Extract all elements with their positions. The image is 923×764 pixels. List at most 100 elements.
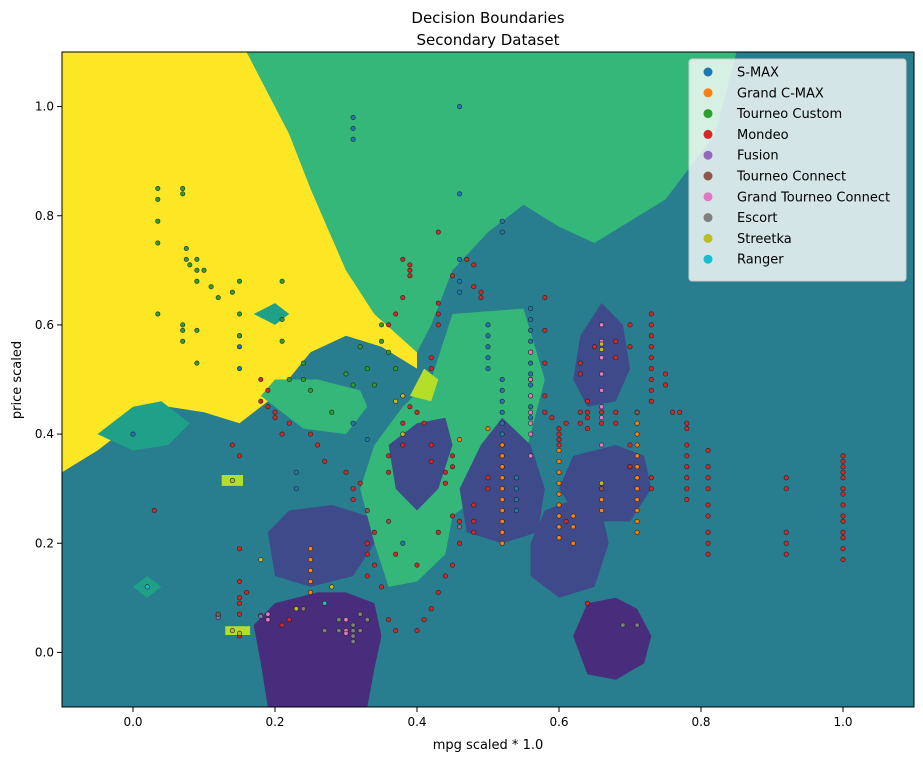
data-point xyxy=(634,464,640,470)
data-point xyxy=(435,322,441,328)
chart-subtitle: Secondary Dataset xyxy=(417,31,560,49)
data-point xyxy=(300,376,306,382)
data-point xyxy=(414,409,420,415)
data-point xyxy=(783,475,789,481)
data-point xyxy=(144,584,150,590)
data-point xyxy=(378,584,384,590)
data-point xyxy=(471,262,477,268)
data-point xyxy=(599,409,605,415)
decision-region-14 xyxy=(573,597,652,680)
data-point xyxy=(229,442,235,448)
data-point xyxy=(400,393,406,399)
data-point xyxy=(265,404,271,410)
data-point xyxy=(237,630,243,636)
data-point xyxy=(513,486,519,492)
data-point xyxy=(155,240,161,246)
data-point xyxy=(613,409,619,415)
data-point xyxy=(371,382,377,388)
data-point xyxy=(457,256,463,262)
data-point xyxy=(307,557,313,563)
data-point xyxy=(528,327,534,333)
data-point xyxy=(364,573,370,579)
data-point xyxy=(485,475,491,481)
data-point xyxy=(840,518,846,524)
data-point xyxy=(556,426,562,432)
data-point xyxy=(343,630,349,636)
data-point xyxy=(591,344,597,350)
y-axis: 0.0 0.2 0.4 0.6 0.8 1.0 xyxy=(35,100,62,659)
data-point xyxy=(556,458,562,464)
data-point xyxy=(599,486,605,492)
data-point xyxy=(400,540,406,546)
data-point xyxy=(783,529,789,535)
data-point xyxy=(307,546,313,552)
data-point xyxy=(307,567,313,573)
data-point xyxy=(428,458,434,464)
data-point xyxy=(513,507,519,513)
data-point xyxy=(705,529,711,535)
data-point xyxy=(457,524,463,530)
series-9 xyxy=(144,584,328,606)
data-point xyxy=(428,366,434,372)
decision-region-9 xyxy=(459,417,545,544)
plot-frame xyxy=(61,51,915,708)
data-point xyxy=(393,628,399,634)
y-tick-label: 0.8 xyxy=(35,209,54,223)
data-point xyxy=(258,398,264,404)
data-point xyxy=(237,344,243,350)
data-point xyxy=(272,415,278,421)
data-point xyxy=(350,486,356,492)
data-point xyxy=(329,584,335,590)
data-point xyxy=(556,524,562,530)
data-point xyxy=(407,262,413,268)
data-point xyxy=(315,442,321,448)
data-point xyxy=(648,311,654,317)
legend-box xyxy=(688,58,907,282)
data-point xyxy=(386,617,392,623)
data-point xyxy=(499,376,505,382)
decision-region-0 xyxy=(62,52,417,473)
data-point xyxy=(648,387,654,393)
data-point xyxy=(194,360,200,366)
data-point xyxy=(705,486,711,492)
data-point xyxy=(442,480,448,486)
data-point xyxy=(442,469,448,475)
data-point xyxy=(471,502,477,508)
legend-label: Tourneo Connect xyxy=(736,170,846,185)
data-point xyxy=(620,622,626,628)
data-point xyxy=(648,376,654,382)
data-point xyxy=(435,589,441,595)
data-point xyxy=(237,333,243,339)
data-point xyxy=(421,420,427,426)
data-point xyxy=(286,376,292,382)
data-point xyxy=(684,464,690,470)
data-point xyxy=(599,480,605,486)
data-point xyxy=(542,360,548,366)
data-point xyxy=(634,409,640,415)
legend-marker xyxy=(703,213,713,223)
data-point xyxy=(407,404,413,410)
data-point xyxy=(840,502,846,508)
data-point xyxy=(400,256,406,262)
data-point xyxy=(400,431,406,437)
data-point xyxy=(528,338,534,344)
decision-region-3 xyxy=(260,379,368,435)
data-point xyxy=(155,311,161,317)
series-7 xyxy=(300,524,640,644)
data-point xyxy=(279,338,285,344)
data-point xyxy=(343,469,349,475)
data-point xyxy=(840,464,846,470)
data-point xyxy=(307,578,313,584)
data-point xyxy=(613,355,619,361)
data-point xyxy=(386,322,392,328)
data-point xyxy=(705,540,711,546)
data-point xyxy=(528,404,534,410)
decision-region-11 xyxy=(573,303,630,407)
data-point xyxy=(599,387,605,393)
data-point xyxy=(471,518,477,524)
x-tick-label: 0.8 xyxy=(691,715,710,729)
data-point xyxy=(599,371,605,377)
decision-region-12 xyxy=(559,445,652,522)
data-point xyxy=(584,409,590,415)
